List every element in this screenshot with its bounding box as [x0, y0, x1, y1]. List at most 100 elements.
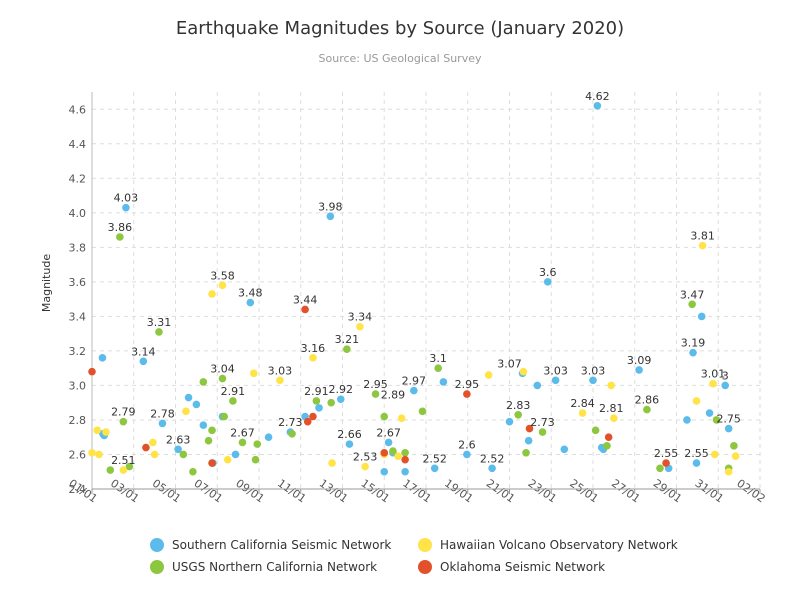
data-label: 3.07 [497, 357, 522, 370]
data-point [488, 464, 496, 473]
data-point [643, 405, 651, 414]
data-point [251, 455, 260, 464]
data-point [380, 448, 389, 457]
y-tick-label: 2.6 [69, 448, 87, 461]
data-label: 2.55 [684, 447, 709, 460]
data-point [371, 390, 380, 398]
data-label: 2.75 [716, 413, 741, 426]
legend-item[interactable]: Hawaiian Volcano Observatory Network [418, 538, 678, 552]
x-tick-label: 19/01 [442, 477, 475, 506]
data-point [683, 416, 691, 424]
data-point [149, 438, 157, 447]
data-label: 3.34 [348, 311, 373, 324]
data-label: 2.67 [230, 426, 255, 439]
data-point [125, 462, 134, 471]
data-point [174, 445, 182, 454]
legend-item[interactable]: USGS Northern California Network [150, 560, 377, 574]
legend-label: Oklahoma Seismic Network [440, 560, 606, 574]
data-point [264, 433, 273, 442]
data-label: 2.81 [599, 402, 624, 415]
data-label: 4.62 [585, 90, 610, 103]
data-point [484, 371, 493, 379]
y-tick-label: 4.0 [69, 207, 87, 220]
data-point [418, 407, 427, 416]
data-point [155, 328, 163, 336]
data-point [380, 467, 389, 476]
data-point [199, 378, 208, 386]
data-point [591, 426, 600, 435]
data-point [533, 381, 542, 390]
data-label: 2.84 [570, 397, 595, 410]
x-tick-label: 17/01 [400, 477, 433, 506]
data-label: 2.91 [221, 385, 246, 398]
data-label: 3.86 [108, 221, 133, 234]
data-label: 3.81 [690, 230, 715, 243]
data-point [525, 424, 534, 433]
data-point [220, 412, 229, 421]
data-point [724, 467, 733, 476]
data-point [95, 450, 103, 459]
data-point [604, 433, 613, 442]
data-label: 3.01 [701, 368, 726, 381]
legend-item[interactable]: Oklahoma Seismic Network [418, 560, 605, 574]
data-point [430, 464, 439, 473]
data-point [610, 414, 618, 423]
data-label: 4.03 [114, 192, 139, 205]
data-point [578, 409, 587, 417]
chart-subtitle: Source: US Geological Survey [318, 52, 482, 65]
legend-marker [418, 560, 432, 574]
legend-item[interactable]: Southern California Seismic Network [150, 538, 391, 552]
y-tick-label: 4.6 [69, 103, 87, 116]
data-label: 2.67 [376, 426, 401, 439]
y-tick-label: 3.0 [69, 379, 87, 392]
data-point [93, 426, 102, 435]
data-point [119, 466, 128, 474]
data-point [593, 102, 602, 110]
data-point [315, 404, 323, 412]
data-point [309, 354, 317, 362]
data-point [249, 369, 258, 378]
data-label: 3.16 [301, 342, 326, 355]
y-tick-label: 3.6 [69, 276, 87, 289]
x-tick-label: 27/01 [609, 477, 642, 506]
data-label: 3 [722, 369, 729, 382]
x-tick-label: 03/01 [108, 477, 141, 506]
data-point [139, 357, 148, 366]
data-point [607, 381, 616, 390]
data-point [689, 348, 697, 357]
data-point [158, 419, 167, 428]
data-point [238, 438, 247, 447]
data-point [142, 443, 150, 452]
data-label: 2.95 [455, 378, 480, 391]
data-label: 2.97 [402, 375, 427, 388]
data-point [98, 354, 107, 362]
data-point [389, 447, 397, 455]
data-label: 3.21 [335, 333, 360, 346]
data-point [514, 410, 522, 419]
data-point [731, 452, 740, 461]
data-point [218, 281, 227, 290]
data-point [288, 429, 296, 438]
data-point [505, 417, 514, 426]
data-point [697, 312, 706, 321]
data-point [356, 322, 364, 331]
data-point [439, 378, 448, 386]
y-tick-label: 4.2 [69, 172, 87, 185]
data-point [345, 440, 354, 448]
data-label: 2.55 [654, 447, 679, 460]
data-point [589, 376, 597, 385]
data-label: 2.78 [150, 407, 175, 420]
data-point [303, 417, 312, 426]
data-point [208, 426, 216, 435]
data-point [327, 398, 335, 407]
data-point [524, 436, 533, 445]
x-tick-label: 09/01 [233, 477, 266, 506]
data-point [223, 455, 232, 464]
data-point [538, 428, 547, 436]
x-tick-label: 15/01 [359, 477, 392, 506]
data-point [199, 421, 208, 429]
data-label: 2.73 [530, 416, 555, 429]
x-tick-label: 13/01 [317, 477, 350, 506]
y-axis-label: Magnitude [40, 254, 53, 313]
